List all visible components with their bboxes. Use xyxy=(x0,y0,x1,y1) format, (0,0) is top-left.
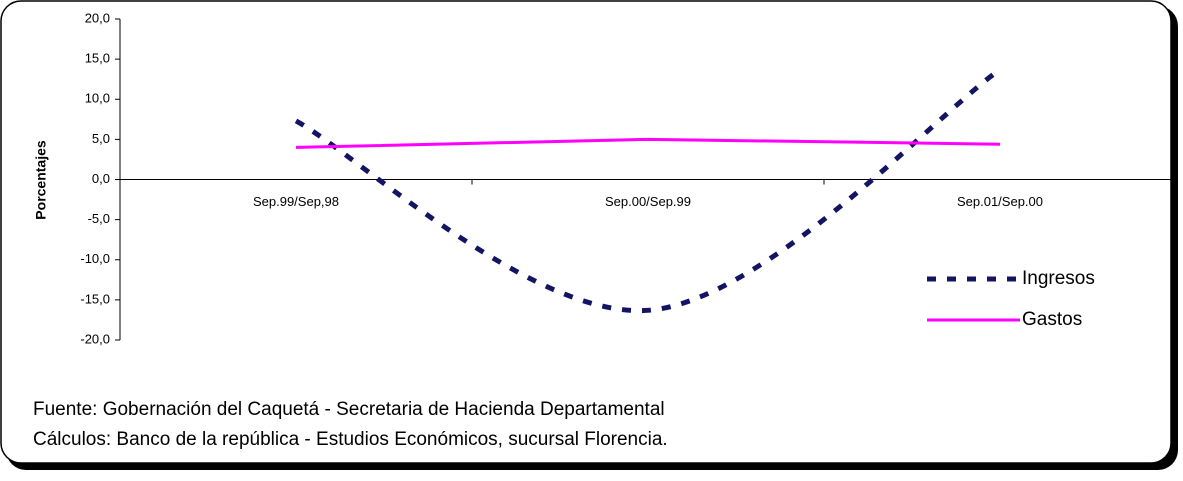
source-note: Fuente: Gobernación del Caquetá - Secret… xyxy=(33,399,665,420)
x-tick-label: Sep.99/Sep,98 xyxy=(253,194,339,209)
y-tick-label: 15,0 xyxy=(85,51,110,66)
x-tick-label: Sep.00/Sep.99 xyxy=(605,194,691,209)
y-axis-title: Porcentajes xyxy=(33,140,49,220)
frame xyxy=(0,0,1172,464)
y-tick-label: 5,0 xyxy=(92,131,110,146)
legend-label: Ingresos xyxy=(1022,268,1095,289)
series-line xyxy=(294,67,1002,313)
y-tick-label: 20,0 xyxy=(85,10,110,25)
y-tick-label: -20,0 xyxy=(80,331,110,346)
y-tick-label: -10,0 xyxy=(80,251,110,266)
x-tick-label: Sep.01/Sep.00 xyxy=(957,194,1043,209)
legend-label: Gastos xyxy=(1022,309,1082,330)
source-note: Cálculos: Banco de la república - Estudi… xyxy=(33,429,668,450)
y-tick-label: 10,0 xyxy=(85,91,110,106)
series-line xyxy=(295,137,1001,149)
y-tick-label: -15,0 xyxy=(80,291,110,306)
y-tick-label: 0,0 xyxy=(92,171,110,186)
y-tick-label: -5,0 xyxy=(88,211,110,226)
